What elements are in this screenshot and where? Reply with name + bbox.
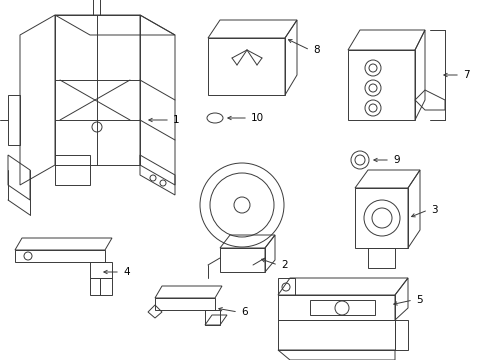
Text: 10: 10 [250, 113, 264, 123]
Text: 6: 6 [241, 307, 247, 317]
Text: 7: 7 [462, 70, 468, 80]
Text: 2: 2 [281, 260, 287, 270]
Text: 5: 5 [415, 295, 422, 305]
Text: 1: 1 [173, 115, 179, 125]
Text: 9: 9 [392, 155, 399, 165]
Text: 4: 4 [123, 267, 129, 277]
Text: 8: 8 [312, 45, 319, 55]
Text: 3: 3 [430, 205, 437, 215]
